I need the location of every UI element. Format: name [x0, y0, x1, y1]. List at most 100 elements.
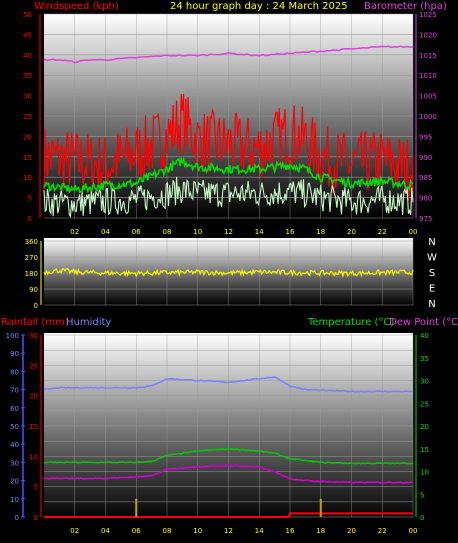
baro-tick-label: 1025	[419, 11, 437, 19]
wind-panel-series	[43, 45, 414, 218]
time-tick-label: 20	[347, 527, 356, 535]
temperature-label: Temperature (°C)	[307, 317, 394, 328]
time-tick-label: 10	[193, 228, 202, 236]
time-tick-label: 02	[70, 527, 79, 535]
wind-panel-axes: 0510152025303540455097598098599099510001…	[23, 11, 437, 236]
direction-panel-axes: 0 90 180 270 360	[25, 238, 42, 310]
time-tick-label: 06	[132, 527, 141, 535]
time-tick-label: 08	[163, 228, 172, 236]
time-tick-label: 08	[163, 527, 172, 535]
temperature-tick-label: 5	[420, 491, 424, 499]
wind-tick-label: 50	[23, 11, 32, 19]
dewpoint-line	[43, 464, 414, 484]
rainfall-label: Rainfall (mm)	[1, 317, 69, 328]
wind-tick-label: 35	[23, 72, 32, 80]
time-tick-label: 12	[224, 527, 233, 535]
humidity-tick-label: 30	[10, 459, 19, 467]
humidity-tick-label: 10	[10, 496, 19, 504]
direction-tick-label: 270	[25, 254, 38, 262]
baro-tick-label: 1010	[419, 72, 437, 80]
time-tick-label: 10	[193, 527, 202, 535]
compass-label: N	[428, 299, 435, 310]
compass-label: S	[429, 268, 435, 279]
temperature-tick-label: 0	[420, 514, 424, 522]
wind-tick-label: 15	[23, 154, 32, 162]
wind-tick-label: 45	[23, 31, 32, 39]
dewpoint-label: Dew Point (°C)	[389, 317, 458, 328]
time-tick-label: 12	[224, 228, 233, 236]
humidity-tick-label: 40	[10, 441, 19, 449]
baro-tick-label: 980	[419, 195, 432, 203]
graph-title: 24 hour graph day : 24 March 2025	[170, 1, 348, 12]
hourly-rain-bar	[135, 498, 138, 517]
temperature-line	[43, 447, 413, 465]
wind-tick-label: 5	[28, 195, 32, 203]
rainfall-line	[44, 512, 413, 518]
time-tick-label: 02	[70, 228, 79, 236]
rainfall-tick-label: 25	[29, 362, 38, 370]
humidity-tick-label: 60	[10, 405, 19, 413]
time-tick-label: 00	[409, 527, 418, 535]
temp-panel-series	[43, 376, 414, 518]
temperature-tick-label: 25	[420, 400, 429, 408]
humidity-tick-label: 90	[10, 350, 19, 358]
baro-tick-label: 1005	[419, 93, 437, 101]
time-tick-label: 18	[316, 228, 325, 236]
wind-tick-label: 0	[28, 215, 32, 223]
humidity-line	[43, 376, 414, 393]
rainfall-tick-label: 5	[34, 484, 38, 492]
barometer-label: Barometer (hpa)	[364, 1, 447, 12]
time-tick-label: 16	[286, 527, 295, 535]
time-tick-label: 20	[347, 228, 356, 236]
hourly-rain-bar	[319, 498, 322, 517]
wind-tick-label: 20	[23, 133, 32, 141]
baro-tick-label: 990	[419, 154, 432, 162]
temp-panel-grid	[44, 334, 414, 518]
time-tick-label: 18	[316, 527, 325, 535]
humidity-label: Humidity	[66, 317, 111, 328]
rainfall-tick-label: 30	[29, 332, 38, 340]
rainfall-tick-label: 10	[29, 453, 38, 461]
baro-tick-label: 975	[419, 215, 432, 223]
baro-tick-label: 995	[419, 133, 432, 141]
humidity-tick-label: 70	[10, 387, 19, 395]
humidity-tick-label: 80	[10, 368, 19, 376]
time-tick-label: 22	[378, 228, 387, 236]
time-tick-label: 06	[132, 228, 141, 236]
rainfall-tick-label: 15	[29, 423, 38, 431]
compass-label: E	[429, 284, 435, 295]
temperature-tick-label: 20	[420, 423, 429, 431]
time-tick-label: 22	[378, 527, 387, 535]
windspeed-label: Windspeed (kph)	[34, 1, 119, 12]
time-tick-label: 00	[409, 228, 418, 236]
temperature-tick-label: 35	[420, 355, 429, 363]
wind-tick-label: 25	[23, 113, 32, 121]
baro-tick-label: 985	[419, 174, 432, 182]
humidity-tick-label: 0	[15, 514, 19, 522]
compass-label: N	[428, 237, 435, 248]
temp-panel-axes: 0102030405060708090100051015202530051015…	[6, 332, 429, 535]
humidity-tick-label: 20	[10, 478, 19, 486]
temperature-tick-label: 40	[420, 332, 429, 340]
temperature-tick-label: 15	[420, 446, 429, 454]
direction-tick-label: 360	[25, 238, 38, 246]
wind-speed-line	[43, 176, 414, 218]
direction-tick-label: 0	[34, 302, 38, 310]
direction-tick-label: 180	[25, 270, 38, 278]
rainfall-tick-label: 0	[34, 514, 38, 522]
time-tick-label: 14	[255, 228, 264, 236]
wind-tick-label: 40	[23, 52, 32, 60]
time-tick-label: 16	[286, 228, 295, 236]
wind-average-line	[43, 156, 414, 194]
time-tick-label: 04	[101, 228, 110, 236]
compass-label: W	[427, 253, 437, 264]
temperature-tick-label: 10	[420, 469, 429, 477]
baro-tick-label: 1020	[419, 31, 437, 39]
time-tick-label: 04	[101, 527, 110, 535]
direction-panel-series	[43, 267, 414, 278]
baro-tick-label: 1015	[419, 52, 437, 60]
humidity-tick-label: 100	[6, 332, 19, 340]
wind-panel-grid	[44, 13, 414, 219]
